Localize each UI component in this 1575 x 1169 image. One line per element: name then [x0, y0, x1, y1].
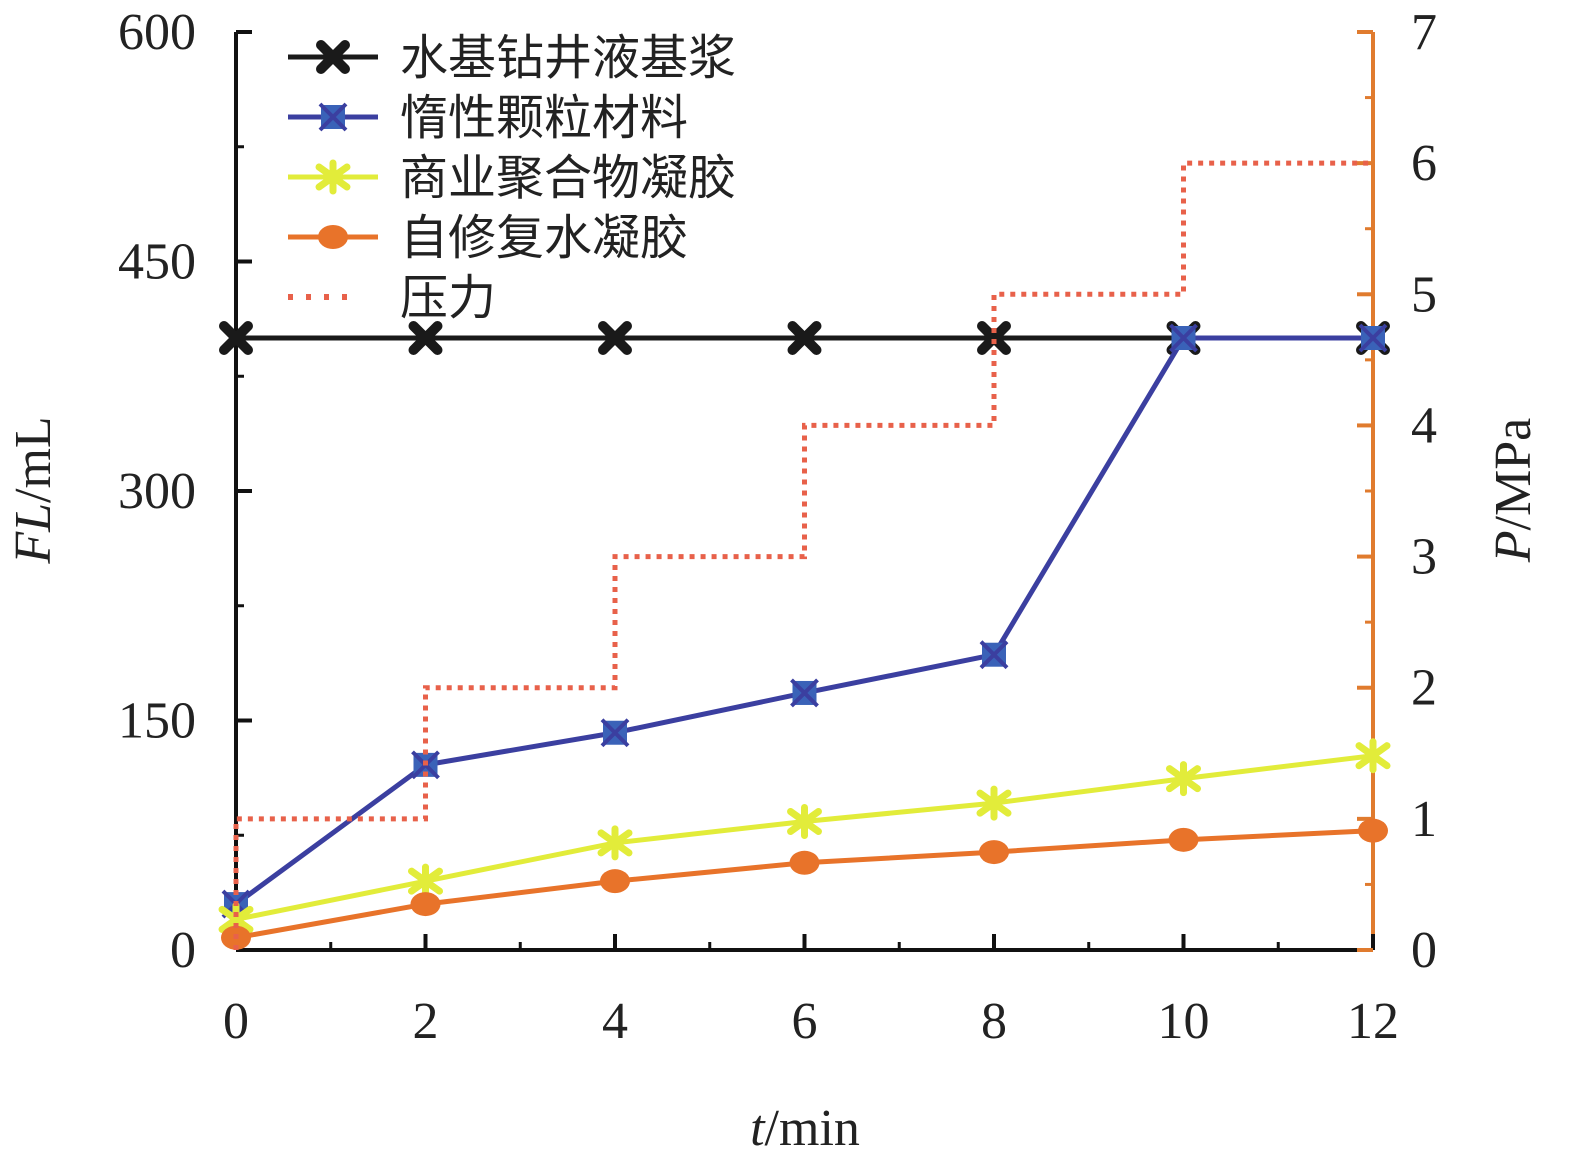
legend-label: 自修复水凝胶: [400, 210, 688, 266]
legend-item-0: 水基钻井液基浆: [288, 30, 736, 86]
y-tick-label: 450: [118, 234, 196, 291]
data-point: [219, 321, 253, 355]
data-point: [787, 321, 822, 355]
x-overlay-marker: [979, 640, 1009, 670]
star-marker: [315, 159, 351, 195]
y2-axis-title-unit: /MPa: [1485, 418, 1542, 531]
star-marker: [1355, 738, 1391, 774]
data-point: [789, 850, 820, 875]
legend-label: 压力: [400, 270, 496, 326]
data-point: [598, 321, 632, 355]
x-marker: [408, 321, 443, 355]
star-marker: [597, 825, 633, 861]
data-point: [1358, 323, 1388, 353]
star-marker: [1166, 761, 1201, 797]
x-axis-title-symbol: t: [750, 1100, 766, 1157]
data-point: [1169, 323, 1198, 353]
circle-marker: [1358, 818, 1388, 843]
x-tick-label: 10: [1158, 993, 1210, 1050]
data-point: [1358, 818, 1388, 843]
x-tick-label: 0: [223, 993, 249, 1050]
circle-marker: [979, 840, 1009, 865]
x-marker: [977, 321, 1011, 355]
data-point: [979, 840, 1009, 865]
data-point: [976, 785, 1012, 821]
data-point: [787, 803, 822, 839]
y2-tick-label: 1: [1411, 791, 1437, 848]
legend-item-1: 惰性颗粒材料: [288, 90, 688, 146]
x-overlay-marker: [1169, 323, 1198, 353]
y-tick-label: 300: [118, 463, 196, 520]
plot-area: [218, 160, 1391, 950]
legend-item-2: 商业聚合物凝胶: [288, 150, 736, 206]
legend-label: 商业聚合物凝胶: [400, 150, 736, 206]
data-point: [600, 869, 630, 894]
y2-tick-label: 0: [1411, 922, 1437, 979]
data-point: [410, 892, 441, 917]
x-marker: [219, 321, 253, 355]
y2-tick-label: 6: [1411, 135, 1437, 192]
x-tick-label: 12: [1347, 993, 1399, 1050]
data-point: [597, 825, 633, 861]
series-line: [233, 160, 1373, 950]
y-tick-label: 0: [170, 922, 196, 979]
star-marker: [976, 785, 1012, 821]
data-point: [600, 718, 630, 748]
data-point: [1168, 827, 1199, 852]
y-axis-title: FL/mL: [5, 416, 62, 564]
circle-marker: [600, 869, 630, 894]
y2-tick-label: 5: [1411, 266, 1437, 323]
data-point: [1355, 738, 1391, 774]
x-overlay-marker: [318, 102, 348, 132]
y-tick-label: 600: [118, 4, 196, 61]
x-tick-label: 6: [792, 993, 818, 1050]
x-marker: [787, 321, 822, 355]
circle-marker: [789, 850, 820, 875]
series-3: [221, 818, 1388, 950]
star-marker: [408, 863, 443, 899]
x-marker: [598, 321, 632, 355]
x-axis-title: t/min: [750, 1100, 860, 1157]
y2-axis-title-symbol: P: [1485, 530, 1542, 563]
circle-marker: [1168, 827, 1199, 852]
x-axis-title-unit: /min: [765, 1100, 860, 1157]
legend-label: 水基钻井液基浆: [400, 30, 736, 86]
legend-label: 惰性颗粒材料: [400, 90, 688, 146]
x-overlay-marker: [1358, 323, 1388, 353]
data-point: [977, 321, 1011, 355]
legend-item-4: 压力: [288, 270, 496, 326]
y-axis-title-unit: /mL: [5, 416, 62, 503]
x-overlay-marker: [790, 678, 819, 708]
y2-tick-label: 7: [1411, 4, 1437, 61]
circle-marker: [318, 225, 348, 249]
series-4: [233, 160, 1373, 950]
data-point: [408, 321, 443, 355]
y2-axis-title: P/MPa: [1485, 418, 1542, 563]
data-point: [1166, 761, 1201, 797]
y2-tick-label: 2: [1411, 660, 1437, 717]
y2-tick-label: 4: [1411, 397, 1437, 454]
x-tick-label: 8: [981, 993, 1007, 1050]
x-tick-label: 2: [413, 993, 439, 1050]
data-point: [790, 678, 819, 708]
y2-tick-label: 3: [1411, 529, 1437, 586]
y-axis-title-symbol: FL: [5, 503, 62, 565]
x-overlay-marker: [600, 718, 630, 748]
circle-marker: [410, 892, 441, 917]
legend-item-3: 自修复水凝胶: [288, 210, 688, 266]
x-tick-label: 4: [602, 993, 628, 1050]
data-point: [408, 863, 443, 899]
y-tick-label: 150: [118, 693, 196, 750]
x-marker: [316, 40, 350, 74]
star-marker: [787, 803, 822, 839]
data-point: [979, 640, 1009, 670]
